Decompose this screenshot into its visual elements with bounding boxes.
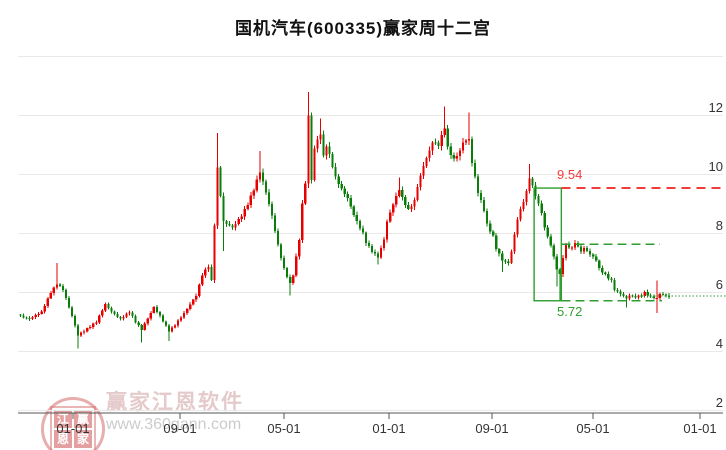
watermark-url-text: www.360gann.com — [106, 416, 242, 433]
y-axis-tick-label: 10 — [708, 158, 723, 174]
seal-character: 江 — [54, 410, 72, 428]
seal-character: 恩 — [54, 430, 72, 448]
y-axis-tick-label: 8 — [715, 217, 723, 233]
x-axis-tick-label: 01-01 — [372, 421, 406, 436]
x-axis-tick-label: 05-01 — [267, 421, 301, 436]
x-axis-tick-label: 01-01 — [56, 421, 90, 436]
x-axis-tick-label: 09-01 — [163, 421, 197, 436]
seal-character: 家 — [74, 430, 92, 448]
gann-low-price-label: 5.72 — [557, 304, 583, 319]
watermark-brand-text: 赢家江恩软件 — [106, 391, 244, 414]
y-axis-tick-label: 12 — [708, 99, 723, 115]
x-axis-tick-label: 05-01 — [576, 421, 610, 436]
watermark-seal-characters: 江赢恩家 — [50, 406, 96, 450]
seal-character: 赢 — [74, 410, 92, 428]
y-axis-tick-label: 2 — [715, 394, 723, 410]
page-title: 国机汽车(600335)赢家周十二宫 — [234, 19, 492, 38]
watermark-seal-icon — [41, 397, 105, 450]
x-axis-tick-label: 01-01 — [683, 421, 717, 436]
y-axis-tick-label: 4 — [715, 335, 723, 351]
x-axis-tick-label: 09-01 — [475, 421, 509, 436]
gann-high-price-label: 9.54 — [557, 167, 583, 182]
y-axis-tick-label: 6 — [715, 276, 723, 292]
